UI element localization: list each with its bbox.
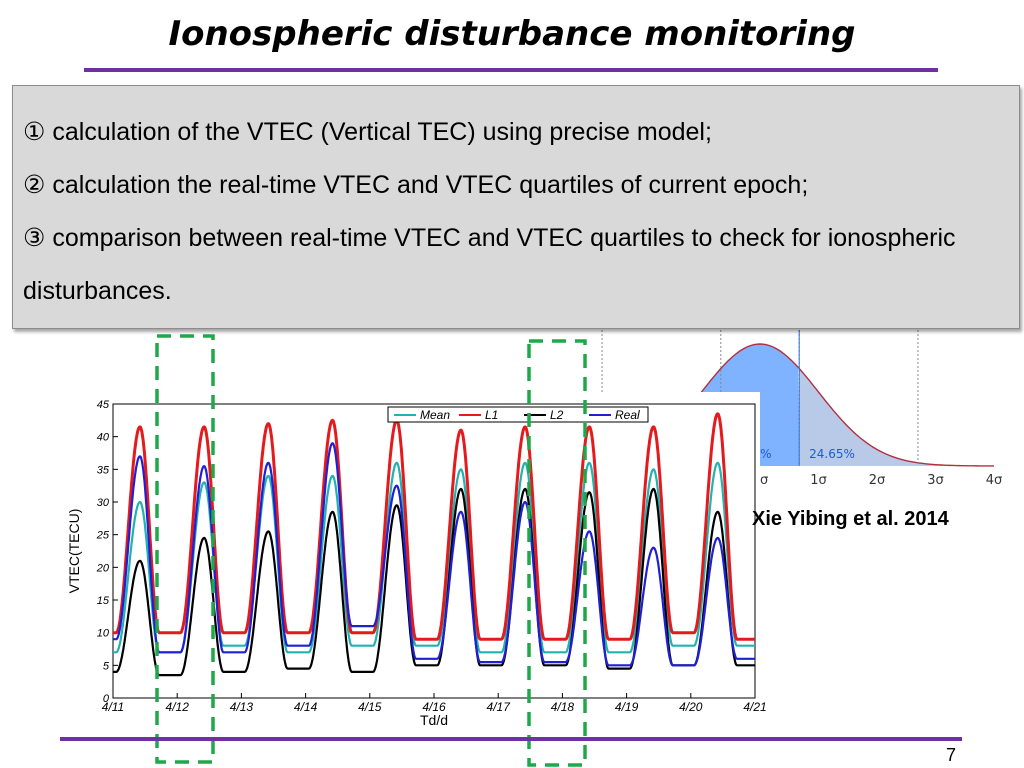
x-tick-label: 4/14 [294,700,318,714]
distribution-tick-label: 2σ [869,473,886,488]
y-axis-label: VTEC(TECU) [66,509,82,594]
distribution-annotation: 24.65% [809,447,855,461]
series-line-real [112,442,756,667]
distribution-tick-label: 4σ [986,473,1003,488]
y-tick-label: 20 [96,562,110,574]
legend-label: L2 [550,408,564,422]
y-tick-label: 10 [97,628,110,640]
y-tick-label: 45 [97,399,110,411]
x-tick-label: 4/12 [166,700,190,714]
highlight-box-right [527,339,587,767]
title-underline [84,68,938,72]
chart-legend [387,406,649,423]
x-tick-label: 4/20 [679,700,703,714]
step-3-text: ③ comparison between real-time VTEC and … [23,224,956,305]
y-tick-label: 0 [103,693,110,705]
step-1-text: ① calculation of the VTEC (Vertical TEC)… [23,118,712,146]
distribution-tick-label: 1σ [810,473,827,488]
x-tick-label: 4/11 [102,700,124,714]
slide-title: Ionospheric disturbance monitoring [168,14,856,54]
step-2-text: ② calculation the real-time VTEC and VTE… [23,171,809,199]
x-tick-label: 4/19 [615,700,639,714]
citation-caption: Xie Yibing et al. 2014 [752,508,949,530]
x-tick-label: 4/13 [230,700,254,714]
x-tick-label: 4/21 [743,700,766,714]
x-tick-label: 4/16 [422,700,446,714]
footer-rule [60,737,962,741]
description-box: ① calculation of the VTEC (Vertical TEC)… [12,85,1020,329]
x-tick-label: 4/17 [487,700,512,714]
y-tick-label: 30 [97,497,110,509]
page-number: 7 [946,745,957,765]
y-tick-label: 25 [96,530,110,542]
distribution-tail-fill [799,368,994,466]
distribution-tick-label: 3σ [927,473,944,488]
series-line-l2 [112,487,756,677]
y-tick-label: 35 [97,464,110,476]
x-axis-label: Td/d [420,712,448,728]
highlight-box-left [155,334,215,764]
legend-label: L1 [485,408,498,422]
series-line-l1 [112,412,756,641]
y-tick-label: 5 [103,660,110,672]
legend-label: Mean [420,408,450,422]
y-tick-label: 40 [97,432,110,444]
x-tick-label: 4/18 [551,700,575,714]
x-tick-label: 4/15 [358,700,382,714]
legend-label: Real [615,408,640,422]
y-tick-label: 15 [97,595,110,607]
